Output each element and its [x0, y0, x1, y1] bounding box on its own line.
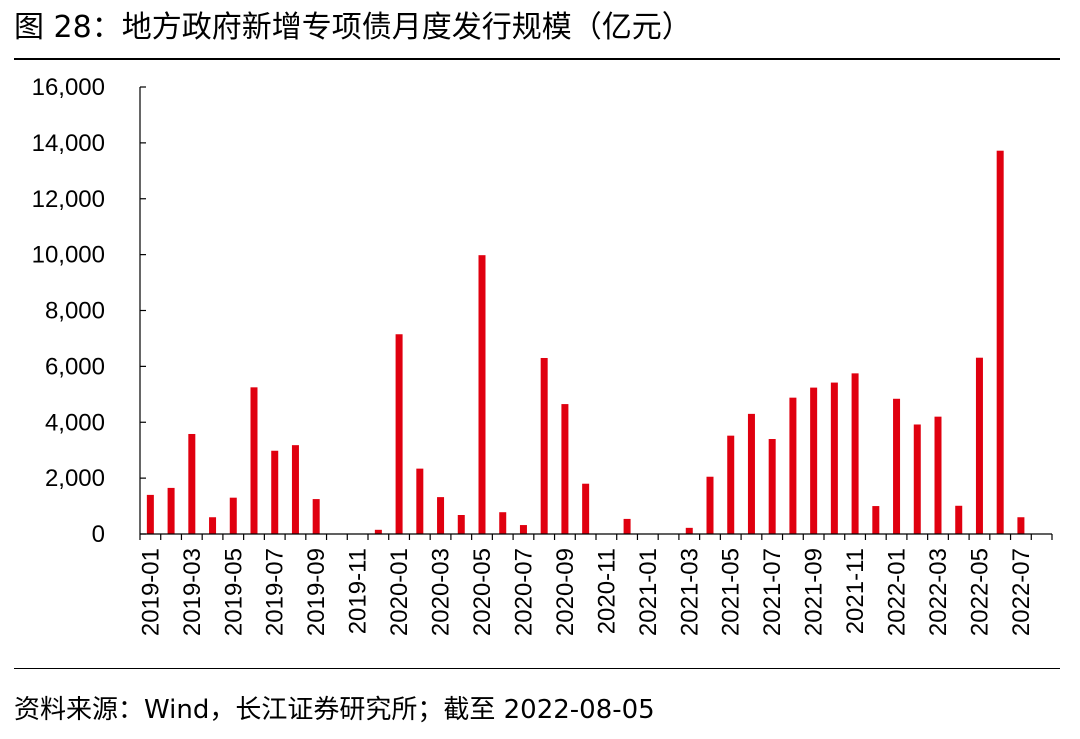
bar-2019-09	[312, 499, 320, 534]
bar-2020-08	[540, 357, 548, 534]
x-tick-label: 2021-09	[801, 548, 828, 636]
x-tick-label: 2021-03	[676, 548, 703, 636]
bottom-rule	[14, 668, 1060, 669]
x-tick-label: 2019-09	[303, 548, 330, 636]
bar-2020-06	[499, 512, 507, 534]
x-tick-label: 2021-07	[759, 548, 786, 636]
bar-2020-10	[582, 483, 590, 534]
y-tick-label: 12,000	[32, 186, 105, 213]
bar-2019-06	[250, 387, 258, 534]
bar-2021-07	[768, 439, 776, 534]
y-tick-label: 4,000	[45, 409, 105, 436]
x-tick-label: 2019-01	[137, 548, 164, 636]
x-tick-label: 2022-03	[925, 548, 952, 636]
bar-2019-07	[271, 450, 279, 534]
x-tick-label: 2022-05	[966, 548, 993, 636]
bar-2020-09	[561, 404, 569, 534]
bar-2022-01	[893, 398, 901, 534]
bar-2019-03	[188, 433, 196, 534]
chart-title: 图 28：地方政府新增专项债月度发行规模（亿元）	[14, 10, 692, 45]
y-tick-label: 10,000	[32, 242, 105, 269]
y-tick-label: 0	[92, 521, 105, 548]
bar-2019-05	[229, 497, 237, 534]
bar-2020-07	[519, 525, 527, 534]
bar-2021-09	[810, 387, 818, 534]
bar-2019-02	[167, 487, 175, 534]
bar-2022-03	[934, 416, 942, 534]
bar-2020-04	[457, 515, 465, 534]
y-tick-label: 6,000	[45, 353, 105, 380]
bar-2022-07	[1017, 517, 1025, 534]
bar-2019-01	[146, 494, 154, 534]
bar-2019-12	[374, 529, 382, 534]
bar-2019-08	[291, 445, 299, 534]
bar-2020-12	[623, 518, 631, 534]
bar-2019-04	[209, 517, 217, 534]
x-tick-label: 2020-11	[593, 548, 620, 634]
bar-2020-01	[395, 334, 403, 534]
bar-2021-12	[872, 506, 880, 534]
x-tick-label: 2019-03	[179, 548, 206, 636]
bar-2021-03	[685, 527, 693, 534]
x-tick-label: 2020-07	[510, 548, 537, 636]
bars-group	[146, 150, 1025, 534]
bar-2021-10	[830, 382, 838, 534]
top-rule	[14, 58, 1060, 60]
x-tick-label: 2022-07	[1008, 548, 1035, 636]
bar-2021-08	[789, 397, 797, 534]
source-note: 资料来源：Wind，长江证券研究所；截至 2022-08-05	[14, 695, 655, 725]
x-tick-label: 2021-05	[718, 548, 745, 636]
x-tick-label: 2019-05	[220, 548, 247, 636]
y-tick-label: 16,000	[32, 74, 105, 101]
x-tick-label: 2021-01	[635, 548, 662, 636]
x-tick-label: 2021-11	[842, 548, 869, 634]
x-tick-label: 2020-05	[469, 548, 496, 636]
bar-2022-02	[913, 424, 921, 534]
bar-2021-05	[727, 435, 735, 534]
x-axis: 2019-01 2019-03 2019-05 2019-07 2019-09 2019-…	[137, 533, 1053, 636]
bar-2021-04	[706, 476, 714, 534]
x-tick-label: 2022-01	[884, 548, 911, 636]
x-tick-label: 2020-03	[428, 548, 455, 636]
y-tick-label: 2,000	[45, 465, 105, 492]
bar-2022-05	[975, 357, 983, 534]
x-tick-label: 2019-07	[262, 548, 289, 636]
x-tick-label: 2019-11	[345, 548, 372, 634]
bar-2021-11	[851, 373, 859, 534]
y-axis: 0 2,000 4,000 6,000 8,000 10,000 12,000 14,000 1…	[32, 74, 146, 548]
x-tick-label: 2020-01	[386, 548, 413, 636]
bar-2020-02	[416, 468, 424, 534]
y-tick-label: 8,000	[45, 298, 105, 325]
x-tick-label: 2020-09	[552, 548, 579, 636]
bar-2022-06	[996, 150, 1004, 534]
bar-2020-05	[478, 255, 486, 534]
y-tick-label: 14,000	[32, 130, 105, 157]
bar-2022-04	[955, 505, 963, 534]
bar-2020-03	[437, 497, 445, 534]
bar-2021-06	[747, 413, 755, 534]
